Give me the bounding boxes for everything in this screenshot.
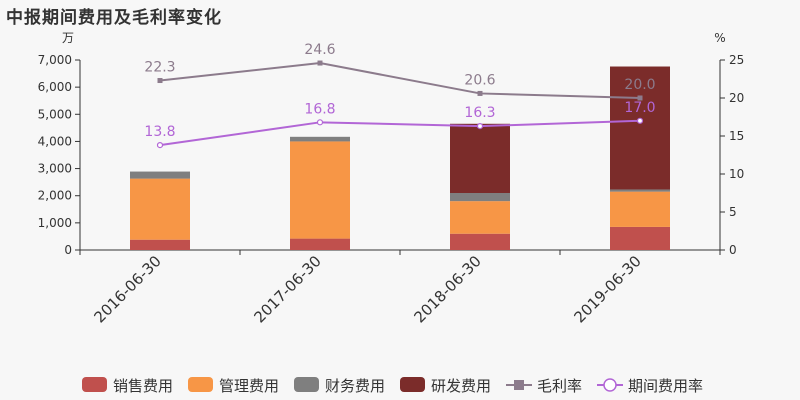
bar-segment <box>130 239 190 250</box>
line-point-marker <box>316 119 324 126</box>
x-tick-label: 2016-06-30 <box>90 252 164 326</box>
bar-segment <box>450 201 510 234</box>
legend-label: 销售费用 <box>113 377 173 395</box>
bar-segment <box>450 233 510 250</box>
bar-segment <box>610 191 670 227</box>
bar-segment <box>130 171 190 179</box>
line-point-marker <box>636 117 644 124</box>
lines <box>156 60 644 149</box>
line-data-label: 22.3 <box>144 60 175 76</box>
left-tick-label: 4,000 <box>38 134 72 148</box>
legend-label: 管理费用 <box>219 377 279 395</box>
line-series-path <box>159 62 641 99</box>
legend-swatch <box>294 377 319 392</box>
right-tick-label: 10 <box>729 167 744 181</box>
line-data-label: 17.0 <box>624 100 655 116</box>
left-tick-label: 1,000 <box>38 216 72 230</box>
left-axis-unit: 万 <box>62 31 74 45</box>
x-tick-label: 2019-06-30 <box>570 252 644 326</box>
right-tick-label: 25 <box>729 53 744 67</box>
left-tick-label: 5,000 <box>38 107 72 121</box>
line-point-marker <box>476 123 484 130</box>
line-point-marker <box>477 90 483 96</box>
legend-swatch <box>400 377 425 392</box>
bar-segment <box>290 141 350 239</box>
line-series-path <box>159 119 641 147</box>
line-point-marker <box>317 60 323 66</box>
chart-title: 中报期间费用及毛利率变化 <box>6 8 222 28</box>
right-tick-label: 0 <box>729 243 737 257</box>
line-data-label: 16.3 <box>464 105 495 121</box>
right-tick-label: 20 <box>729 91 744 105</box>
data-labels: 22.3 24.6 20.6 20.0 13.8 16.8 16.3 17.0 <box>144 42 655 140</box>
legend-label: 毛利率 <box>537 377 582 395</box>
legend-marker <box>603 378 617 392</box>
line-data-label: 16.8 <box>304 101 335 117</box>
line-data-label: 20.0 <box>624 77 655 93</box>
right-axis-unit: % <box>714 31 725 45</box>
line-point-marker <box>156 142 164 149</box>
right-tick-label: 15 <box>729 129 744 143</box>
line-data-label: 20.6 <box>464 72 495 88</box>
bar-segment <box>450 193 510 202</box>
bar-segment <box>130 178 190 240</box>
line-data-label: 13.8 <box>144 124 175 140</box>
bar-segment <box>290 136 350 142</box>
bars <box>130 66 670 250</box>
bar-segment <box>610 66 670 190</box>
x-tick-label: 2017-06-30 <box>250 252 324 326</box>
legend-label: 研发费用 <box>431 377 491 395</box>
legend-marker <box>514 380 524 390</box>
legend: 销售费用 管理费用 财务费用 研发费用 毛利率 期间费用率 <box>82 377 703 395</box>
x-tick-label: 2018-06-30 <box>410 252 484 326</box>
bar-segment <box>290 238 350 250</box>
left-tick-label: 6,000 <box>38 80 72 94</box>
left-tick-label: 0 <box>64 243 72 257</box>
right-tick-label: 5 <box>729 205 737 219</box>
left-tick-label: 2,000 <box>38 189 72 203</box>
bar-segment <box>450 123 510 193</box>
legend-label: 期间费用率 <box>628 377 703 395</box>
bar-segment <box>610 189 670 192</box>
left-tick-label: 3,000 <box>38 162 72 176</box>
legend-swatch <box>82 377 107 392</box>
left-tick-label: 7,000 <box>38 53 72 67</box>
line-point-marker <box>157 78 163 84</box>
line-point-marker <box>637 95 643 101</box>
line-data-label: 24.6 <box>304 42 335 58</box>
bar-segment <box>610 226 670 250</box>
legend-swatch <box>188 377 213 392</box>
legend-label: 财务费用 <box>325 377 385 395</box>
